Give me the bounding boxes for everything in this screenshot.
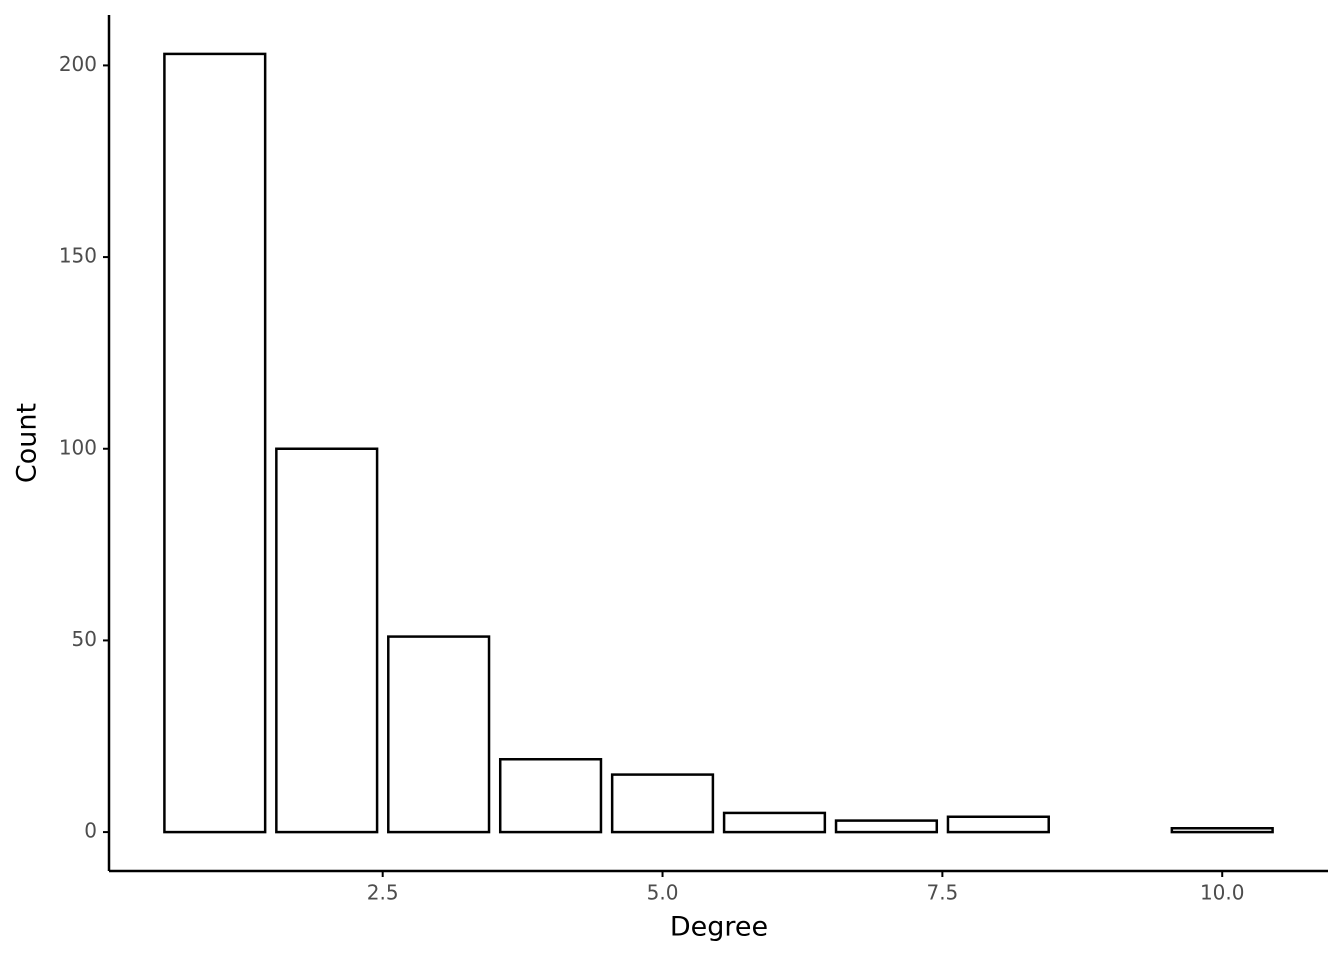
x-tick-label: 10.0 (1200, 881, 1245, 905)
bar (275, 447, 379, 834)
x-tick-label: 5.0 (647, 881, 679, 905)
x-axis-title: Degree (670, 912, 768, 943)
y-axis-title: Count (12, 403, 43, 483)
bar (498, 758, 603, 834)
bar (610, 773, 715, 834)
y-tick-label: 150 (59, 244, 97, 268)
y-tick-label: 50 (72, 627, 97, 651)
y-tick-label: 0 (84, 819, 97, 843)
y-tick-label: 200 (59, 52, 97, 76)
bar (1170, 827, 1274, 834)
bar (387, 635, 491, 834)
bar (834, 819, 939, 834)
bar (722, 811, 827, 834)
bar (163, 52, 267, 834)
x-tick-label: 2.5 (367, 881, 399, 905)
y-tick-label: 100 (59, 435, 97, 459)
bar (946, 815, 1050, 834)
x-tick-label: 7.5 (926, 881, 958, 905)
